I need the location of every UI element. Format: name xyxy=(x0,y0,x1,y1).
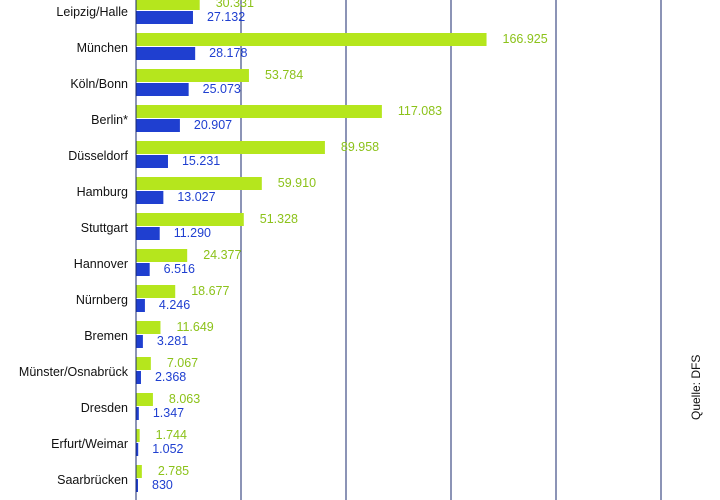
bar-series-1 xyxy=(136,213,244,226)
category-label: Münster/Osnabrück xyxy=(19,365,129,379)
data-label-series-1: 59.910 xyxy=(278,176,316,190)
bar-series-1 xyxy=(136,105,382,118)
data-label-series-2: 11.290 xyxy=(174,226,211,240)
bar-series-2 xyxy=(136,83,189,96)
category-label: München xyxy=(77,41,128,55)
data-label-series-1: 11.649 xyxy=(176,320,213,334)
data-label-series-1: 1.744 xyxy=(156,428,187,442)
data-label-series-2: 1.052 xyxy=(152,442,183,456)
data-label-series-1: 53.784 xyxy=(265,68,303,82)
category-label: Düsseldorf xyxy=(68,149,128,163)
data-label-series-2: 20.907 xyxy=(194,118,232,132)
bar-series-1 xyxy=(136,33,487,46)
data-label-series-1: 30.331 xyxy=(216,0,254,10)
bar-series-2 xyxy=(136,191,164,204)
category-label: Saarbrücken xyxy=(57,473,128,487)
bar-series-2 xyxy=(136,443,139,456)
category-label: Nürnberg xyxy=(76,293,128,307)
bar-series-1 xyxy=(136,0,200,10)
data-label-series-1: 117.083 xyxy=(398,104,442,118)
bar-series-2 xyxy=(136,371,141,384)
data-label-series-2: 25.073 xyxy=(203,82,241,96)
data-label-series-1: 18.677 xyxy=(191,284,229,298)
data-label-series-1: 8.063 xyxy=(169,392,200,406)
bar-series-2 xyxy=(136,263,150,276)
data-label-series-2: 15.231 xyxy=(182,154,220,168)
category-label: Leipzig/Halle xyxy=(56,5,128,19)
bar-series-1 xyxy=(136,465,142,478)
bar-series-1 xyxy=(136,357,151,370)
data-label-series-2: 13.027 xyxy=(177,190,215,204)
category-label: Dresden xyxy=(81,401,128,415)
category-label: Bremen xyxy=(84,329,128,343)
bar-series-2 xyxy=(136,119,180,132)
category-label: Hamburg xyxy=(77,185,128,199)
bar-series-1 xyxy=(136,429,140,442)
data-label-series-1: 166.925 xyxy=(503,32,548,46)
source-note: Quelle: DFS xyxy=(689,354,703,420)
bar-series-1 xyxy=(136,393,153,406)
bar-series-2 xyxy=(136,47,196,60)
bar-series-2 xyxy=(136,407,139,420)
bar-series-1 xyxy=(136,285,176,298)
data-label-series-2: 3.281 xyxy=(157,334,188,348)
bar-series-1 xyxy=(136,321,161,334)
bar-series-1 xyxy=(136,249,188,262)
bar-series-2 xyxy=(136,299,145,312)
bar-series-1 xyxy=(136,69,249,82)
category-label: Hannover xyxy=(74,257,128,271)
data-label-series-2: 6.516 xyxy=(164,262,195,276)
data-label-series-1: 7.067 xyxy=(167,356,198,370)
bar-series-1 xyxy=(136,141,325,154)
data-label-series-2: 2.368 xyxy=(155,370,186,384)
category-label: Köln/Bonn xyxy=(70,77,128,91)
category-label: Stuttgart xyxy=(81,221,129,235)
category-label: Berlin* xyxy=(91,113,128,127)
data-label-series-2: 1.347 xyxy=(153,406,184,420)
data-label-series-1: 89.958 xyxy=(341,140,379,154)
bar-series-1 xyxy=(136,177,262,190)
bar-series-2 xyxy=(136,479,138,492)
category-label: Erfurt/Weimar xyxy=(51,437,128,451)
data-label-series-1: 2.785 xyxy=(158,464,189,478)
data-label-series-2: 27.132 xyxy=(207,10,245,24)
bar-series-2 xyxy=(136,155,168,168)
data-label-series-2: 4.246 xyxy=(159,298,190,312)
gridlines xyxy=(240,0,662,500)
bars xyxy=(136,0,487,492)
data-label-series-1: 24.377 xyxy=(203,248,241,262)
bar-series-2 xyxy=(136,227,160,240)
bar-series-2 xyxy=(136,11,193,24)
bar-series-2 xyxy=(136,335,143,348)
data-label-series-2: 28.178 xyxy=(209,46,247,60)
data-label-series-2: 830 xyxy=(152,478,173,492)
data-label-series-1: 51.328 xyxy=(260,212,298,226)
